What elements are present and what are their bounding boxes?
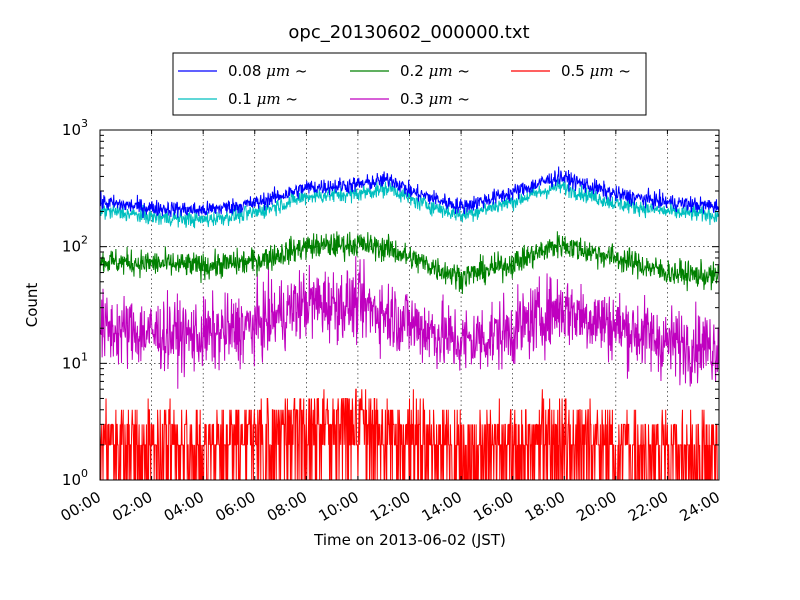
legend-box xyxy=(172,52,647,116)
legend-label: 0.2 μm ~ xyxy=(400,62,470,80)
x-axis-label: Time on 2013-06-02 (JST) xyxy=(313,531,506,549)
x-tick-label: 12:00 xyxy=(367,488,413,525)
y-tick-label: 100 xyxy=(62,467,88,489)
x-tick-label: 02:00 xyxy=(109,488,155,525)
x-tick-label: 10:00 xyxy=(315,488,361,525)
legend-label: 0.08 μm ~ xyxy=(228,62,308,80)
legend-label: 0.1 μm ~ xyxy=(228,90,298,108)
x-tick-label: 20:00 xyxy=(573,488,619,525)
x-tick-label: 04:00 xyxy=(161,488,207,525)
legend: 0.08 μm ~ 0.1 μm ~ 0.2 μm ~ 0.3 μm ~ 0.5 μm … xyxy=(172,52,647,116)
series-line xyxy=(100,166,719,218)
y-tick-label: 103 xyxy=(62,117,88,139)
series-line xyxy=(100,256,719,389)
legend-label: 0.3 μm ~ xyxy=(400,90,470,108)
x-tick-label: 08:00 xyxy=(264,488,310,525)
plot-frame xyxy=(99,129,720,481)
x-tick-label: 16:00 xyxy=(470,488,516,525)
x-tick-label: 06:00 xyxy=(212,488,258,525)
x-tick-label: 24:00 xyxy=(677,488,723,525)
legend-label: 0.5 μm ~ xyxy=(561,62,631,80)
x-tick-label: 14:00 xyxy=(419,488,465,525)
series-line xyxy=(100,388,719,480)
series-line xyxy=(100,231,719,295)
y-tick-label: 101 xyxy=(62,350,88,372)
y-tick-label: 102 xyxy=(62,234,88,256)
x-tick-label: 00:00 xyxy=(58,488,104,525)
x-tick-label: 22:00 xyxy=(625,488,671,525)
chart-title: opc_20130602_000000.txt xyxy=(288,22,529,43)
series-layer xyxy=(100,166,719,480)
x-tick-label: 18:00 xyxy=(522,488,568,525)
y-axis-label: Count xyxy=(23,283,41,328)
